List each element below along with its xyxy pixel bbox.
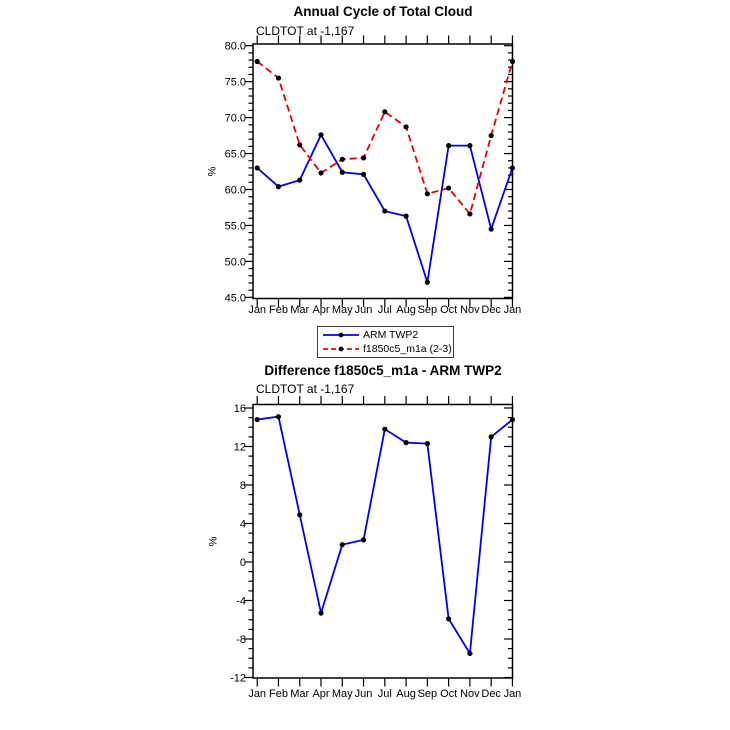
xtick-label: Aug (396, 688, 416, 700)
ytick-label: 50.0 (225, 256, 246, 268)
xtick-label: Aug (396, 304, 416, 316)
bottom-chart-title: Difference f1850c5_m1a - ARM TWP2 (264, 363, 502, 378)
xtick-label: Jan (248, 304, 266, 316)
ytick-label: -8 (236, 634, 246, 646)
xtick-label: Feb (269, 688, 288, 700)
ytick-label: 55.0 (225, 220, 246, 232)
xtick-label: Jul (378, 304, 392, 316)
ytick-label: 16 (234, 403, 246, 415)
chart-1-series-markers-0 (254, 414, 516, 657)
xtick-label: Jun (355, 304, 373, 316)
xtick-label: Apr (312, 304, 329, 316)
xtick-label: Sep (418, 304, 438, 316)
xtick-label: Dec (481, 304, 501, 316)
xtick-label: Nov (460, 304, 480, 316)
xtick-label: Mar (290, 304, 309, 316)
xtick-label: Apr (312, 688, 329, 700)
xtick-label: Jul (378, 688, 392, 700)
ytick-label: -12 (230, 672, 246, 684)
legend: ARM TWP2 f1850c5_m1a (2-3) (317, 326, 454, 358)
legend-sample-dashed-line (323, 346, 359, 352)
legend-label-arm-twp2: ARM TWP2 (363, 328, 419, 341)
chart-1-series-line-0 (257, 415, 514, 657)
ytick-label: 60.0 (225, 184, 246, 196)
legend-label-f1850c5-m1a: f1850c5_m1a (2-3) (363, 343, 452, 356)
bottom-chart-subtitle: CLDTOT at -1,167 (256, 382, 355, 396)
y-axis-label: % (208, 536, 220, 546)
legend-sample-solid-line (323, 332, 359, 338)
chart-0-series-markers-0 (254, 132, 516, 285)
ytick-label: 70.0 (225, 113, 246, 125)
y-axis-label: % (207, 166, 219, 176)
xtick-label: Sep (418, 688, 438, 700)
chart-1-frame (252, 403, 514, 679)
top-chart-title: Annual Cycle of Total Cloud (293, 4, 473, 19)
legend-item-f1850c5-m1a: f1850c5_m1a (2-3) (318, 342, 453, 356)
xtick-label: May (332, 688, 353, 700)
xtick-label: Oct (440, 304, 457, 316)
ytick-label: 80.0 (225, 41, 246, 53)
xtick-label: Jan (504, 688, 522, 700)
ytick-label: 4 (240, 518, 246, 530)
xtick-label: Mar (290, 688, 309, 700)
chart-0-frame (252, 43, 514, 300)
chart-0-series-line-1 (256, 60, 514, 216)
ytick-label: 75.0 (225, 77, 246, 89)
xtick-label: Oct (440, 688, 457, 700)
ytick-label: 12 (234, 441, 246, 453)
xtick-label: Jun (355, 688, 373, 700)
xtick-label: Nov (460, 688, 480, 700)
ytick-label: 8 (240, 480, 246, 492)
xtick-label: May (332, 304, 353, 316)
chart-0-series-markers-1 (254, 58, 516, 217)
legend-item-arm-twp2: ARM TWP2 (318, 328, 453, 342)
top-chart-subtitle: CLDTOT at -1,167 (256, 24, 355, 38)
xtick-label: Jan (248, 688, 266, 700)
xtick-label: Feb (269, 304, 288, 316)
xtick-label: Dec (481, 688, 501, 700)
xtick-label: Jan (504, 304, 522, 316)
ytick-label: 0 (240, 557, 246, 569)
ytick-label: 45.0 (225, 292, 246, 304)
ytick-label: 65.0 (225, 148, 246, 160)
ytick-label: -4 (236, 595, 246, 607)
